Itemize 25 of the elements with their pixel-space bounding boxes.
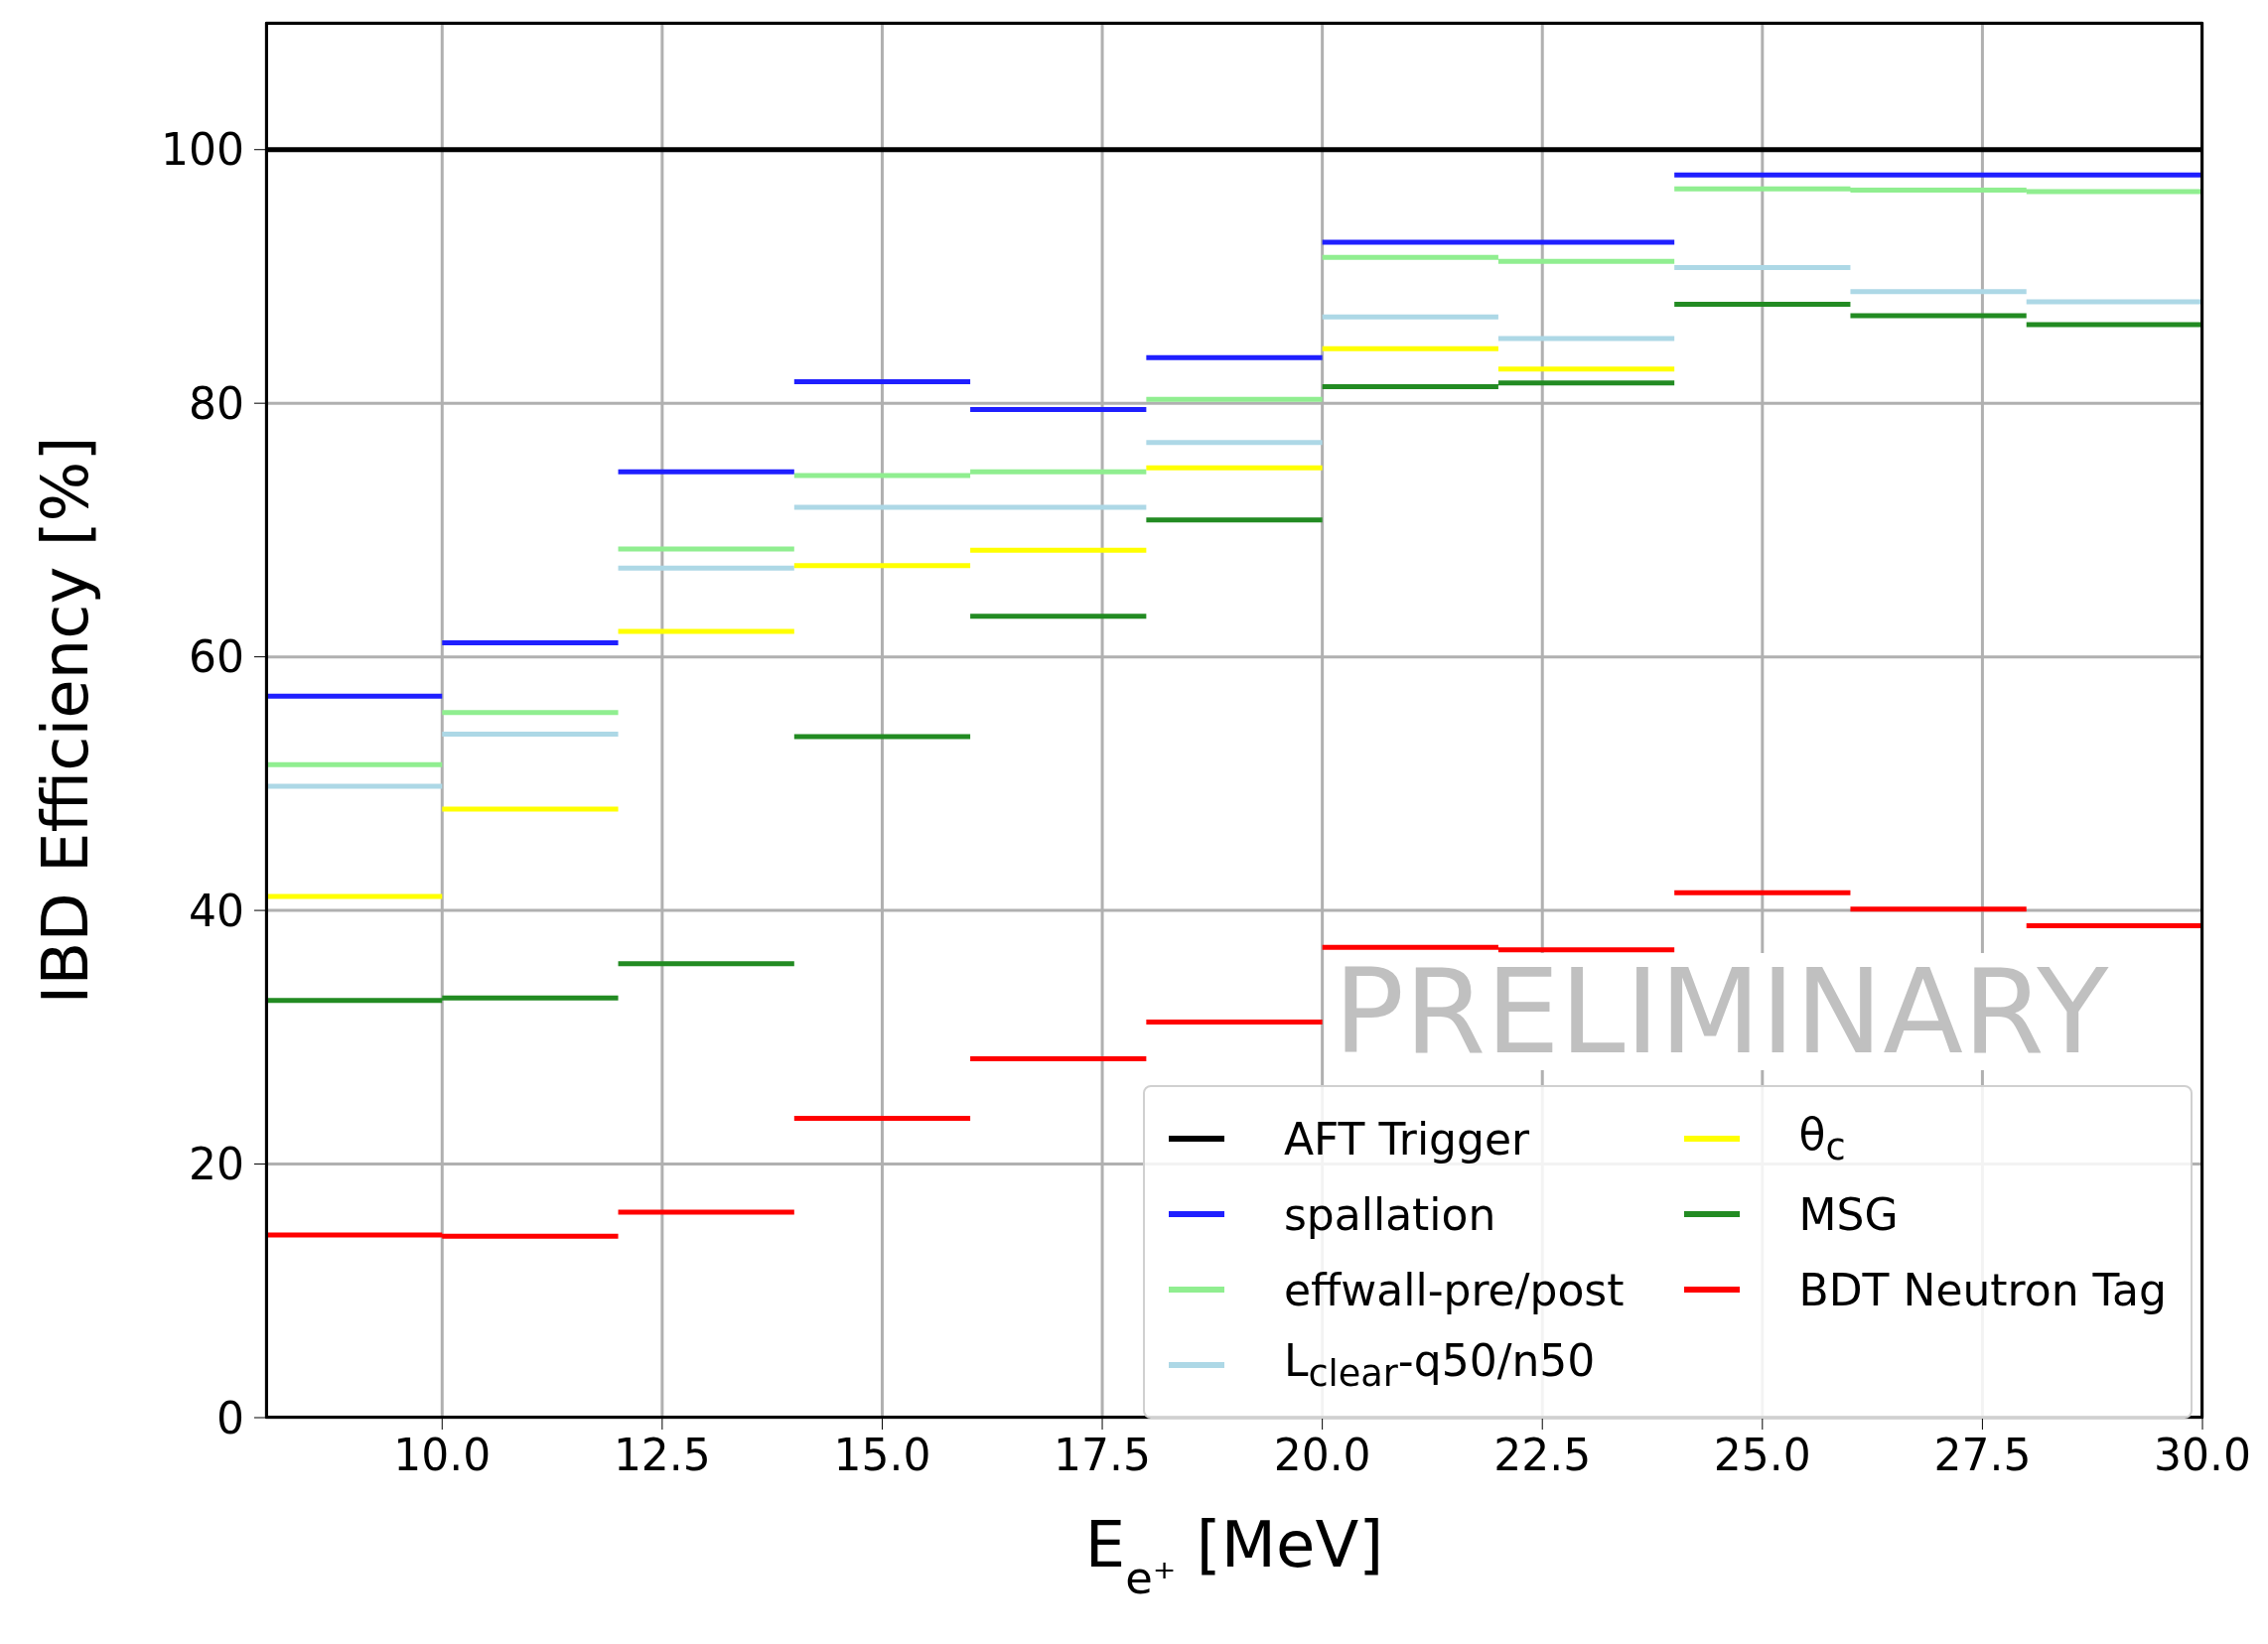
y-tick-label: 0: [216, 1392, 244, 1443]
x-tick-label: 20.0: [1273, 1430, 1371, 1481]
x-tick-label: 30.0: [2154, 1430, 2251, 1481]
y-axis-title: IBD Efficiency [%]: [29, 436, 102, 1005]
legend-label: L$_{clear}$-q50/n50: [1283, 1335, 1596, 1395]
x-tick-label: 12.5: [613, 1430, 711, 1481]
x-tick-label: 10.0: [393, 1430, 492, 1481]
x-axis-title: E$_{e⁺}$ [MeV]: [1084, 1508, 1384, 1604]
legend-label: BDT Neutron Tag: [1798, 1264, 2167, 1315]
x-tick-label: 15.0: [833, 1430, 931, 1481]
y-tick-label: 80: [189, 377, 244, 429]
annotation: PRELIMINARY: [1334, 943, 2109, 1080]
legend-label: MSG: [1798, 1188, 1899, 1240]
y-tick-label: 40: [189, 885, 244, 936]
legend-label: AFT Trigger: [1283, 1113, 1530, 1164]
y-tick-label: 60: [189, 631, 244, 683]
legend-label: spallation: [1283, 1188, 1496, 1240]
x-tick-label: 17.5: [1054, 1430, 1152, 1481]
y-tick-label: 100: [161, 124, 244, 176]
x-tick-label: 27.5: [1933, 1430, 2032, 1481]
y-tick-label: 20: [189, 1139, 244, 1190]
x-tick-label: 22.5: [1493, 1430, 1592, 1481]
legend-label: θ$_{c}$: [1798, 1109, 1846, 1168]
legend-label: effwall-pre/post: [1283, 1264, 1625, 1315]
x-tick-label: 25.0: [1713, 1430, 1811, 1481]
